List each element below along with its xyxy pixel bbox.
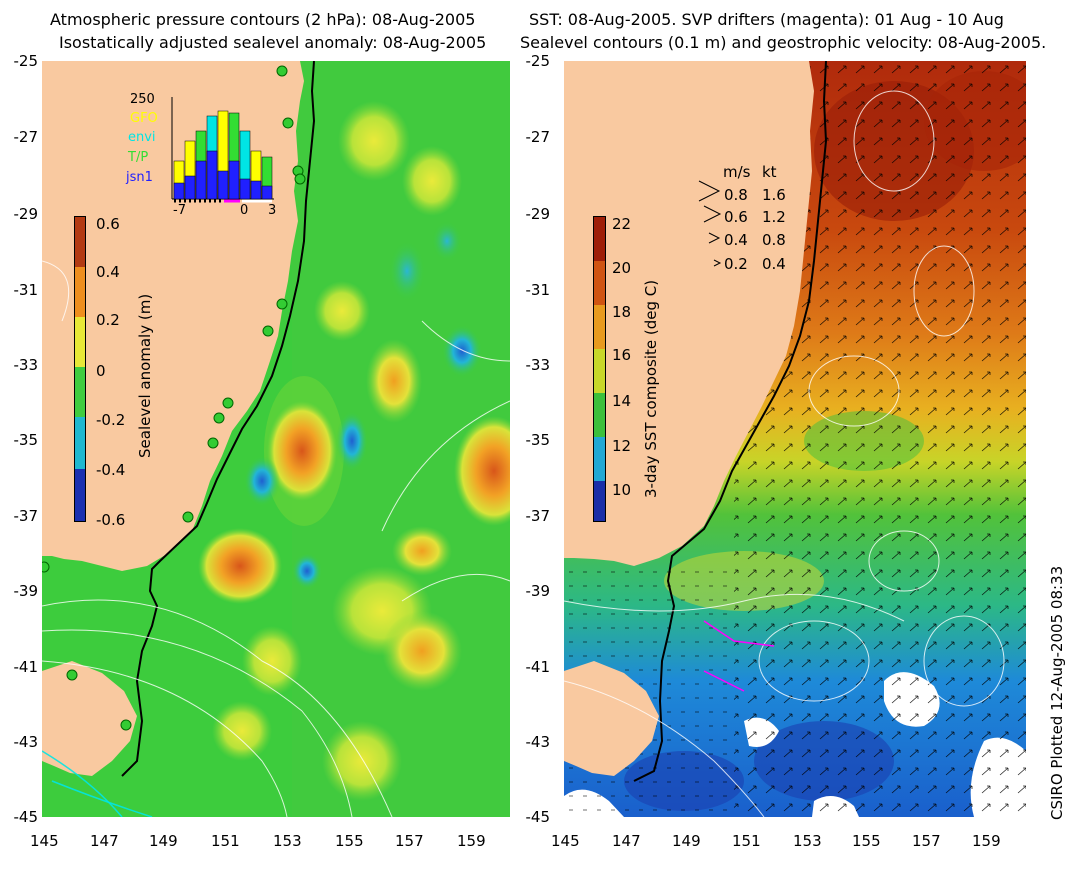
velocity-legend-kt: 1.6 (762, 186, 786, 204)
right-xtick: 147 (612, 832, 641, 850)
plot-credit: CSIRO Plotted 12-Aug-2005 08:33 (1048, 565, 1066, 820)
inset-ymax-label: 250 (130, 92, 155, 107)
right-ytick: -25 (525, 52, 551, 70)
right-colorbar-label: 3-day SST composite (deg C) (642, 279, 660, 498)
velocity-legend-ms: 0.4 (724, 231, 748, 249)
right-xtick: 149 (672, 832, 701, 850)
right-xtick: 159 (972, 832, 1001, 850)
left-xtick: 145 (30, 832, 59, 850)
right-ytick: -41 (525, 658, 551, 676)
left-ytick: -43 (13, 733, 39, 751)
right-xtick: 157 (912, 832, 941, 850)
right-colorbar-tick: 12 (612, 437, 632, 455)
left-ytick: -25 (13, 52, 39, 70)
right-xtick: 151 (732, 832, 761, 850)
right-ytick: -35 (525, 431, 551, 449)
left-title-line2: Isostatically adjusted sealevel anomaly:… (59, 33, 487, 52)
velocity-legend-kt: 0.8 (762, 231, 786, 249)
left-ytick: -35 (13, 431, 39, 449)
left-ytick: -31 (13, 281, 39, 299)
inset-legend-tp: T/P (128, 150, 149, 165)
right-title-line2: Sealevel contours (0.1 m) and geostrophi… (520, 33, 1047, 52)
velocity-legend-kt: 1.2 (762, 208, 786, 226)
left-colorbar-tick: 0.4 (96, 263, 120, 281)
right-ytick: -39 (525, 582, 551, 600)
right-ytick: -27 (525, 128, 551, 146)
right-xtick: 145 (551, 832, 580, 850)
inset-legend-gfo: GFO (130, 111, 158, 126)
right-xtick: 153 (793, 832, 822, 850)
right-ytick: -33 (525, 356, 551, 374)
right-colorbar-tick: 10 (612, 481, 632, 499)
velocity-legend-header-kt: kt (762, 163, 777, 181)
left-xtick: 153 (273, 832, 302, 850)
right-ytick: -29 (525, 205, 551, 223)
left-colorbar-tick: -0.6 (96, 511, 126, 529)
left-colorbar-tick: -0.4 (96, 461, 126, 479)
left-ytick: -27 (13, 128, 39, 146)
left-colorbar-tick: -0.2 (96, 411, 126, 429)
left-sealevel-map (42, 61, 510, 817)
right-ytick: -37 (525, 507, 551, 525)
right-colorbar-tick: 22 (612, 215, 632, 233)
right-ytick: -43 (525, 733, 551, 751)
right-xtick: 155 (852, 832, 881, 850)
velocity-legend-ms: 0.8 (724, 186, 748, 204)
left-xtick: 147 (90, 832, 119, 850)
left-title-line1: Atmospheric pressure contours (2 hPa): 0… (50, 10, 476, 29)
left-ytick: -41 (13, 658, 39, 676)
left-xtick: 155 (335, 832, 364, 850)
right-colorbar-tick: 20 (612, 259, 632, 277)
left-colorbar-tick: 0.6 (96, 215, 120, 233)
left-colorbar-tick: 0.2 (96, 311, 120, 329)
right-sst-map (564, 61, 1026, 817)
inset-xtick: 0 (240, 203, 249, 218)
inset-legend-jsn1: jsn1 (126, 170, 153, 185)
velocity-legend-ms: 0.2 (724, 255, 748, 273)
inset-xtick: -7 (173, 203, 186, 218)
right-colorbar-tick: 18 (612, 303, 632, 321)
left-xtick: 157 (395, 832, 424, 850)
left-xtick: 159 (457, 832, 486, 850)
right-colorbar-tick: 16 (612, 346, 632, 364)
left-ytick: -39 (13, 582, 39, 600)
left-ytick: -33 (13, 356, 39, 374)
inset-legend-envi: envi (128, 130, 156, 145)
left-xtick: 151 (211, 832, 240, 850)
left-ytick: -29 (13, 205, 39, 223)
right-ytick: -31 (525, 281, 551, 299)
left-xtick: 149 (149, 832, 178, 850)
left-ytick: -45 (13, 808, 39, 826)
inset-xtick: 3 (268, 203, 277, 218)
left-colorbar-label: Sealevel anomaly (m) (136, 293, 154, 458)
right-title-line1: SST: 08-Aug-2005. SVP drifters (magenta)… (529, 10, 1004, 29)
velocity-legend-kt: 0.4 (762, 255, 786, 273)
velocity-legend-header-ms: m/s (723, 163, 751, 181)
left-ytick: -37 (13, 507, 39, 525)
right-colorbar-tick: 14 (612, 392, 632, 410)
right-ytick: -45 (525, 808, 551, 826)
velocity-legend-ms: 0.6 (724, 208, 748, 226)
left-colorbar-tick: 0 (96, 362, 106, 380)
